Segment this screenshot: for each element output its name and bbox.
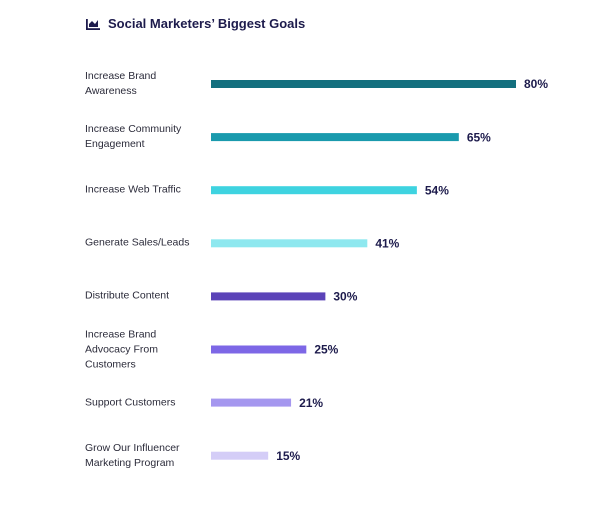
value-label: 41% bbox=[375, 236, 399, 250]
bar bbox=[211, 345, 307, 354]
bar bbox=[211, 133, 459, 142]
bar bbox=[211, 80, 516, 88]
value-label: 80% bbox=[524, 77, 548, 91]
value-label: 15% bbox=[276, 449, 300, 463]
value-label: 54% bbox=[425, 183, 449, 197]
category-label: Increase Brand Advocacy From Customers bbox=[85, 328, 158, 370]
category-label: Generate Sales/Leads bbox=[85, 236, 190, 249]
title-icon bbox=[86, 19, 100, 30]
value-label: 21% bbox=[299, 396, 323, 410]
value-label: 25% bbox=[314, 343, 338, 357]
bar bbox=[211, 292, 326, 301]
category-label: Support Customers bbox=[85, 396, 176, 409]
bar bbox=[211, 239, 368, 248]
bar bbox=[211, 398, 292, 407]
category-label: Grow Our Influencer Marketing Program bbox=[85, 441, 180, 469]
value-label: 65% bbox=[467, 130, 491, 144]
bar bbox=[211, 451, 269, 460]
category-label: Increase Web Traffic bbox=[85, 183, 181, 196]
chart-title: Social Marketers’ Biggest Goals bbox=[108, 16, 306, 31]
value-label: 30% bbox=[333, 290, 357, 304]
bar bbox=[211, 186, 417, 195]
category-label: Increase Community Engagement bbox=[85, 123, 182, 151]
category-label: Distribute Content bbox=[85, 289, 170, 302]
category-label: Increase Brand Awareness bbox=[85, 70, 157, 97]
